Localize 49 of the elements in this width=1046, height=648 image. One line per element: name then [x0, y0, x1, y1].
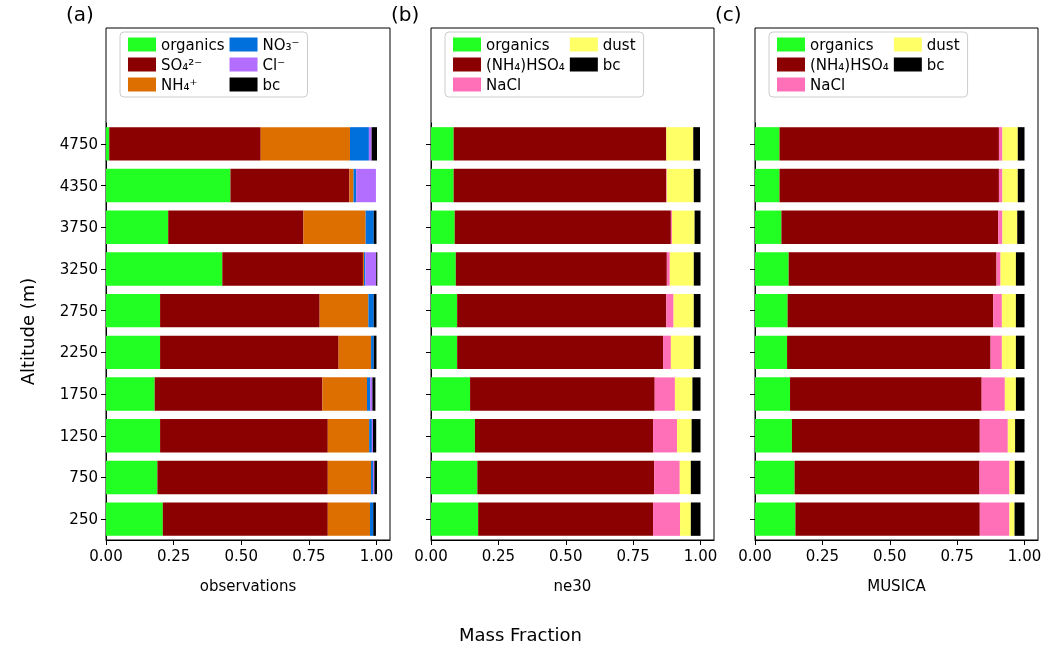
legend-label: (NH₄)HSO₄	[810, 55, 889, 74]
legend-label: SO₄²⁻	[161, 55, 203, 74]
y-axis-title: Altitude (m)	[16, 277, 38, 386]
legend-label: organics	[810, 35, 874, 54]
chart-title: (b)	[391, 2, 420, 26]
x-tick-label: 0.00	[89, 546, 123, 565]
legend-label: dust	[602, 35, 636, 54]
x-tick-label: 0.50	[549, 546, 583, 565]
text: Mass Fraction	[459, 623, 582, 645]
legend-label: organics	[486, 35, 550, 54]
x-tick-label: 0.50	[873, 546, 907, 565]
x-axis-title: ne30	[553, 576, 592, 595]
y-tick-label: 1250	[59, 426, 98, 445]
x-axis-title: observations	[199, 576, 297, 595]
x-tick-label: 0.75	[940, 546, 974, 565]
y-tick-label: 4350	[59, 176, 98, 195]
x-axis-title: MUSICA	[867, 576, 927, 595]
x-tick-label: 0.75	[616, 546, 650, 565]
legend-label: bc	[602, 55, 621, 74]
x-tick-label: 0.50	[224, 546, 258, 565]
legend-label: Cl⁻	[262, 55, 286, 74]
x-tick-label: 0.75	[292, 546, 326, 565]
legend-label: dust	[926, 35, 960, 54]
legend-label: NaCl	[486, 75, 522, 94]
chart-title: (a)	[66, 2, 94, 26]
y-tick-label: 4750	[59, 134, 98, 153]
legend-label: NO₃⁻	[262, 35, 300, 54]
y-tick-label: 1750	[59, 385, 98, 404]
legend-label: NaCl	[810, 75, 846, 94]
chart-title: (c)	[715, 2, 742, 26]
x-tick-label: 0.25	[481, 546, 516, 565]
y-tick-label: 750	[69, 468, 98, 487]
x-tick-label: 1.00	[683, 546, 718, 565]
x-tick-label: 0.25	[805, 546, 840, 565]
y-tick-label: 2250	[59, 343, 98, 362]
legend-label: NH₄⁺	[161, 75, 198, 94]
legend-label: (NH₄)HSO₄	[486, 55, 565, 74]
y-tick-label: 2750	[59, 301, 98, 320]
x-tick-label: 1.00	[359, 546, 394, 565]
legend-label: bc	[926, 55, 945, 74]
x-tick-label: 0.00	[414, 546, 448, 565]
x-tick-label: 1.00	[1007, 546, 1042, 565]
y-tick-label: 3750	[59, 218, 98, 237]
y-tick-label: 3250	[59, 259, 98, 278]
x-tick-label: 0.00	[738, 546, 772, 565]
legend-label: bc	[262, 75, 281, 94]
legend-label: organics	[161, 35, 225, 54]
x-tick-label: 0.25	[156, 546, 191, 565]
y-tick-label: 250	[69, 510, 98, 529]
